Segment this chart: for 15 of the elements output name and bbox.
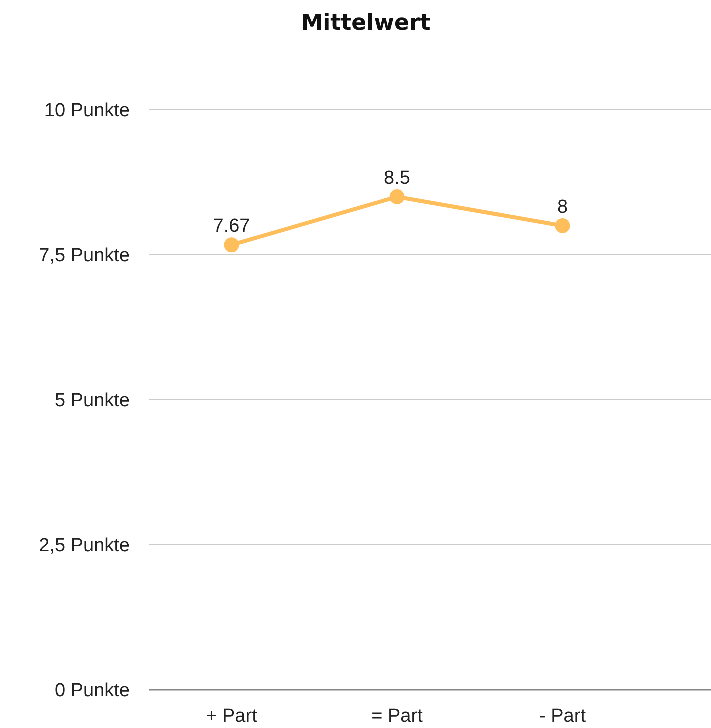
- x-tick-label: - Part: [540, 706, 587, 727]
- data-label: 8.5: [384, 168, 410, 189]
- data-label: 8: [557, 197, 568, 218]
- y-tick-label: 0 Punkte: [55, 680, 130, 702]
- y-tick-label: 2,5 Punkte: [39, 536, 130, 557]
- y-tick-label: 5 Punkte: [55, 390, 130, 412]
- chart-title: Mittelwert: [301, 11, 432, 36]
- point: [555, 218, 570, 234]
- data-label: 7.67: [213, 216, 250, 238]
- y-tick-label: 10 Punkte: [44, 100, 130, 122]
- x-tick-label: = Part: [372, 706, 424, 727]
- x-tick-label: + Part: [206, 706, 258, 727]
- point: [390, 190, 405, 204]
- y-tick-label: 7,5 Punkte: [39, 246, 130, 267]
- point: [224, 238, 240, 253]
